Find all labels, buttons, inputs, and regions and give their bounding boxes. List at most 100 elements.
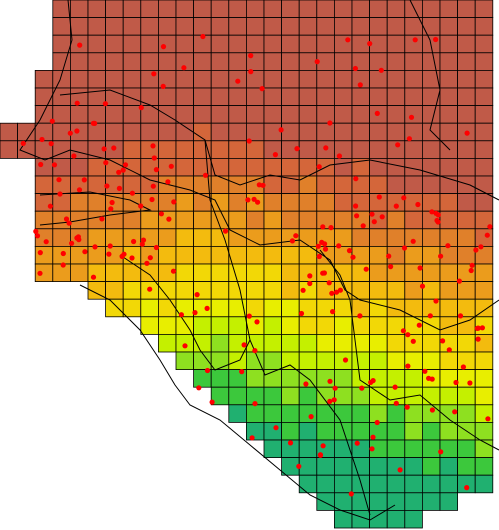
grid-cell [369, 351, 388, 371]
grid-cell [333, 52, 353, 71]
grid-cell [298, 210, 318, 230]
grid-cell [281, 52, 300, 71]
point [316, 164, 322, 170]
grid-cell [157, 333, 177, 353]
grid-cell [210, 52, 230, 71]
grid-cell [52, 87, 71, 107]
grid-cell [457, 369, 476, 388]
point [326, 280, 332, 286]
point [485, 416, 491, 422]
point [209, 399, 215, 405]
grid-cell [421, 457, 441, 476]
grid-cell [386, 351, 406, 371]
point [460, 364, 466, 370]
grid-cell [228, 17, 247, 36]
grid-cell [298, 34, 318, 54]
grid-cell [70, 157, 89, 177]
point [342, 357, 349, 363]
grid-cell [245, 281, 265, 300]
point [393, 400, 399, 406]
grid-cell [386, 210, 406, 230]
grid-cell [34, 87, 54, 107]
point [200, 33, 206, 40]
grid-cell [474, 474, 494, 494]
grid-cell [245, 245, 265, 265]
grid-cell [140, 298, 159, 318]
grid-cell [333, 157, 353, 177]
grid-cell [210, 122, 230, 142]
point [487, 224, 493, 230]
point [48, 141, 54, 147]
point [333, 289, 340, 295]
grid-cell [386, 509, 406, 529]
grid-cell [421, 52, 441, 71]
grid-cell [281, 298, 300, 318]
point [254, 319, 260, 325]
grid-cell [333, 404, 353, 423]
grid-cell [298, 70, 318, 89]
point [165, 179, 171, 185]
point [196, 385, 202, 391]
grid-cell [421, 0, 441, 19]
grid-cell [105, 52, 124, 71]
grid-cell [421, 421, 441, 441]
grid-cell [228, 122, 247, 142]
point [316, 253, 322, 260]
point [122, 162, 129, 168]
grid-cell [228, 175, 247, 195]
grid-cell [457, 457, 476, 476]
grid-cell [298, 457, 318, 476]
grid-cell [439, 263, 459, 283]
grid-cell [369, 245, 388, 265]
point [374, 110, 380, 116]
grid-cell [263, 386, 283, 406]
point [166, 216, 172, 222]
point [327, 120, 333, 126]
grid-cell [404, 0, 423, 19]
point [400, 328, 406, 334]
grid-cell [87, 245, 107, 265]
grid-cell [245, 105, 265, 124]
grid-cell [87, 34, 107, 54]
grid-cell [404, 421, 423, 441]
grid-cell [245, 0, 265, 19]
point [319, 239, 325, 245]
grid-cell [439, 492, 459, 511]
grid-cell [263, 52, 283, 71]
grid-cell [210, 298, 230, 318]
point [103, 160, 109, 166]
point [102, 101, 108, 107]
grid-cell [404, 175, 423, 195]
grid-cell [316, 492, 335, 511]
grid-cell [474, 457, 494, 476]
grid-cell [157, 298, 177, 318]
grid-cell [0, 140, 19, 159]
grid-cell [474, 157, 494, 177]
grid-cell [386, 105, 406, 124]
point [138, 105, 144, 111]
grid-cell [298, 333, 318, 353]
point [116, 169, 122, 175]
border-line [79, 284, 396, 521]
grid-cell [316, 175, 335, 195]
border-line [319, 249, 499, 451]
grid-cell [439, 298, 459, 318]
grid-cell [439, 439, 459, 459]
grid-cell [421, 333, 441, 353]
point [369, 446, 375, 452]
grid-cell [404, 52, 423, 71]
grid-cell [175, 228, 195, 247]
point [259, 86, 265, 92]
point [160, 44, 167, 50]
grid-cell [316, 122, 335, 142]
point [303, 381, 309, 387]
grid-cell [439, 0, 459, 19]
grid-cell [263, 193, 283, 212]
grid-cell [474, 263, 494, 283]
point [248, 53, 254, 59]
grid-cell [421, 140, 441, 159]
grid-cell [105, 70, 124, 89]
grid-cell [263, 298, 283, 318]
grid-cell [386, 175, 406, 195]
grid-cell [351, 122, 371, 142]
